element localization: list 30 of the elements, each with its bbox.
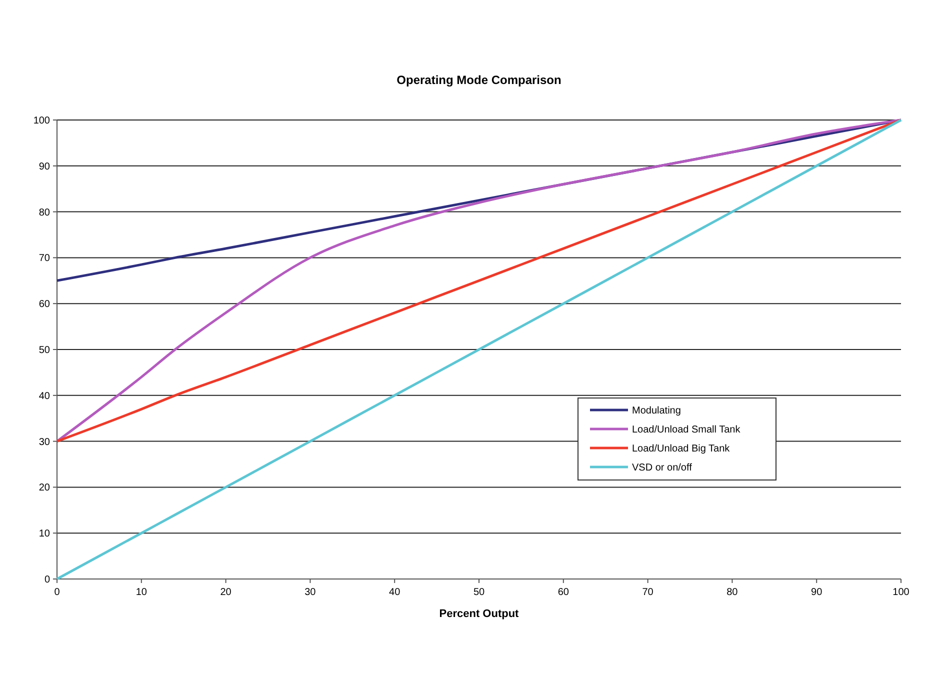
x-tick-label: 100	[892, 587, 910, 598]
x-tick-label: 70	[642, 587, 654, 598]
x-axis-title: Percent Output	[439, 608, 520, 620]
y-tick-label: 80	[38, 207, 50, 218]
x-tick-label: 0	[54, 587, 60, 598]
x-tick-label: 10	[136, 587, 148, 598]
x-tick-label: 60	[558, 587, 570, 598]
y-tick-label: 20	[38, 482, 50, 494]
y-tick-label: 50	[38, 345, 50, 356]
y-tick-label: 70	[38, 253, 50, 264]
x-tick-label: 50	[473, 587, 485, 598]
legend-label: VSD or on/off	[632, 462, 692, 474]
line-series	[56, 118, 902, 580]
y-tick-label: 40	[38, 390, 50, 402]
y-tick-label: 60	[38, 299, 50, 310]
y-tick-label: 0	[44, 574, 50, 586]
line-series	[56, 118, 902, 443]
x-tick-label: 20	[220, 587, 232, 598]
x-tick-label: 30	[304, 587, 316, 598]
legend-label: Load/Unload Small Tank	[632, 424, 742, 436]
x-tick-label: 40	[389, 587, 401, 598]
legend-label: Modulating	[632, 406, 681, 416]
y-tick-label: 90	[38, 161, 50, 172]
x-tick-label: 90	[811, 587, 823, 598]
y-tick-label: 10	[38, 528, 50, 540]
chart-title: Operating Mode Comparison	[396, 73, 562, 87]
legend-label: Load/Unload Big Tank	[632, 444, 731, 454]
y-tick-label: 100	[33, 116, 50, 126]
x-tick-label: 80	[726, 587, 738, 598]
y-tick-label: 30	[38, 436, 50, 448]
